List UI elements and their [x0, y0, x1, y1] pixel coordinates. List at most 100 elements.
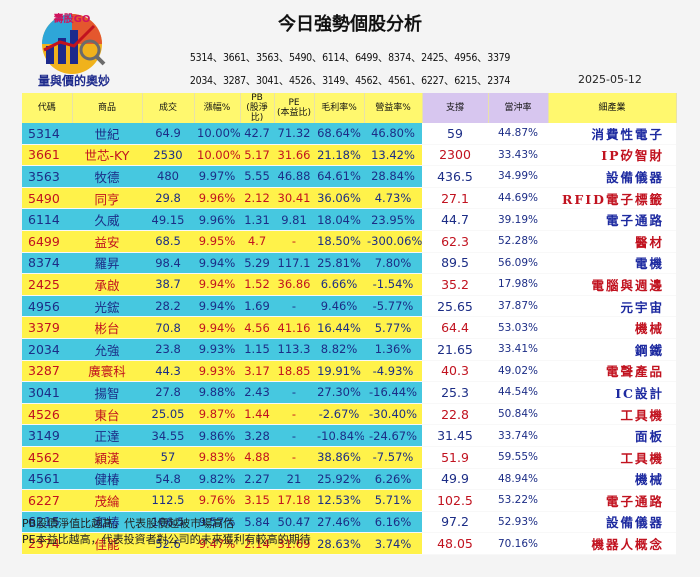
cell-pb: 2.43 [240, 381, 274, 404]
cell-industry: 鋼鐵 [548, 338, 676, 361]
cell-volume: 25.05 [142, 403, 194, 426]
header-volume: 成交 [142, 93, 195, 123]
cell-op-margin: 6.26% [364, 468, 422, 491]
cell-code: 4956 [22, 295, 72, 318]
cell-daytrade-rate: 34.99% [488, 165, 548, 188]
page-title: 今日強勢個股分析 [278, 14, 422, 35]
cell-industry: 電聲產品 [548, 360, 676, 383]
cell-pb: 2.14 [240, 532, 274, 555]
cell-pe: 18.85 [274, 360, 314, 383]
cell-pe: - [274, 230, 314, 253]
cell-change: 9.86% [194, 424, 240, 447]
cell-support: 51.9 [422, 446, 488, 469]
header-pe-line2: (本益比) [276, 108, 312, 118]
cell-industry: 設備儀器 [548, 165, 676, 188]
cell-pb: 5.84 [240, 511, 274, 534]
cell-pe: 71.32 [274, 123, 314, 145]
cell-pe: - [274, 381, 314, 404]
cell-name: 羅昇 [72, 252, 142, 275]
cell-pb: 2.27 [240, 468, 274, 491]
cell-op-margin: -300.06% [364, 230, 422, 253]
cell-support: 31.45 [422, 424, 488, 447]
cell-op-margin: -4.93% [364, 360, 422, 383]
cell-pe: 31.66 [274, 144, 314, 167]
cell-pe: 113.3 [274, 338, 314, 361]
header-pe: PE (本益比) [274, 93, 315, 123]
cell-industry: IC設計 [548, 381, 676, 404]
cell-gross-margin: 27.30% [314, 381, 364, 404]
header: 壽股GO 量與價的奧妙 今日強勢個股分析 5314、3661、3563、5490… [0, 0, 700, 92]
cell-gross-margin: 38.86% [314, 446, 364, 469]
cell-support: 21.65 [422, 338, 488, 361]
cell-gross-margin: 18.50% [314, 230, 364, 253]
cell-name: 允強 [72, 338, 142, 361]
cell-change: 9.94% [194, 273, 240, 296]
cell-industry: 機器人概念 [548, 532, 676, 555]
cell-volume: 106.5 [142, 511, 194, 534]
cell-name: 健椿 [72, 468, 142, 491]
cell-support: 97.2 [422, 511, 488, 534]
cell-code: 4562 [22, 446, 72, 469]
cell-support: 102.5 [422, 489, 488, 512]
cell-name: 世芯-KY [72, 144, 142, 167]
cell-code: 2425 [22, 273, 72, 296]
cell-industry: 工具機 [548, 446, 676, 469]
stock-codes-line-2: 2034、3287、3041、4526、3149、4562、4561、6227、… [189, 75, 511, 87]
cell-industry: 消費性電子 [548, 123, 676, 145]
cell-support: 25.3 [422, 381, 488, 404]
cell-industry: 面板 [548, 424, 676, 447]
cell-daytrade-rate: 48.94% [488, 468, 548, 491]
cell-code: 8374 [22, 252, 72, 275]
table-row: 5490 同亨 29.8 9.96% 2.12 30.41 36.06% 4.73% 27.1 4… [22, 187, 676, 210]
cell-name: 牧德 [72, 165, 142, 188]
cell-code: 3287 [22, 360, 72, 383]
table-body: 5314 世紀 64.9 10.00% 42.7 71.32 68.64% 46.80% 59 4… [22, 123, 676, 555]
cell-pb: 3.15 [240, 489, 274, 512]
note-pb: PB股價淨值比越高，代表股價越被市場高估 [22, 517, 235, 530]
cell-industry: 機械 [548, 468, 676, 491]
cell-change: 9.82% [194, 468, 240, 491]
cell-daytrade-rate: 49.02% [488, 360, 548, 383]
cell-op-margin: 28.84% [364, 165, 422, 188]
cell-gross-margin: 9.46% [314, 295, 364, 318]
cell-pb: 1.69 [240, 295, 274, 318]
cell-pe: 36.86 [274, 273, 314, 296]
cell-op-margin: 46.80% [364, 123, 422, 145]
cell-daytrade-rate: 44.69% [488, 187, 548, 210]
cell-pb: 5.55 [240, 165, 274, 188]
cell-change: 9.97% [194, 165, 240, 188]
table-row: 6114 久威 49.15 9.96% 1.31 9.81 18.04% 23.95% 44.7… [22, 208, 676, 231]
cell-support: 48.05 [422, 532, 488, 555]
cell-daytrade-rate: 33.74% [488, 424, 548, 447]
cell-daytrade-rate: 53.03% [488, 316, 548, 339]
table-row: 6227 茂綸 112.5 9.76% 3.15 17.18 12.53% 5.71% 102.… [22, 489, 676, 512]
cell-gross-margin: 12.53% [314, 489, 364, 512]
cell-name: 承啟 [72, 273, 142, 296]
table-row: 3563 牧德 480 9.97% 5.55 46.88 64.61% 28.84% 436.5… [22, 165, 676, 188]
cell-change: 10.00% [194, 144, 240, 167]
cell-op-margin: -1.54% [364, 273, 422, 296]
cell-daytrade-rate: 59.55% [488, 446, 548, 469]
cell-volume: 27.8 [142, 381, 194, 404]
cell-change: 9.76% [194, 489, 240, 512]
cell-daytrade-rate: 39.19% [488, 208, 548, 231]
cell-name: 穎漢 [72, 446, 142, 469]
cell-code: 5314 [22, 123, 72, 145]
header-pb: PB (股淨比) [240, 93, 275, 123]
cell-change: 9.94% [194, 316, 240, 339]
cell-pb: 4.88 [240, 446, 274, 469]
cell-name: 久威 [72, 208, 142, 231]
cell-op-margin: -24.67% [364, 424, 422, 447]
cell-pe: 30.41 [274, 187, 314, 210]
cell-industry: RFID電子標籤 [548, 187, 676, 210]
cell-support: 40.3 [422, 360, 488, 383]
table-row: 3287 廣寰科 44.3 9.93% 3.17 18.85 19.91% -4.93% 40.… [22, 360, 676, 383]
cell-pb: 2.12 [240, 187, 274, 210]
table-row: 6499 益安 68.5 9.95% 4.7-18.50% -300.06% 62.3 52.… [22, 230, 676, 253]
cell-code: 3661 [22, 144, 72, 167]
table-row: 6215 和椿 106.5 9.57% 5.84 50.47 27.46% 6.16% 97.2… [22, 511, 676, 534]
stock-codes-line-1: 5314、3661、3563、5490、6114、6499、8374、2425、… [189, 52, 511, 64]
cell-daytrade-rate: 33.43% [488, 144, 548, 167]
cell-op-margin: 6.16% [364, 511, 422, 534]
cell-gross-margin: 36.06% [314, 187, 364, 210]
